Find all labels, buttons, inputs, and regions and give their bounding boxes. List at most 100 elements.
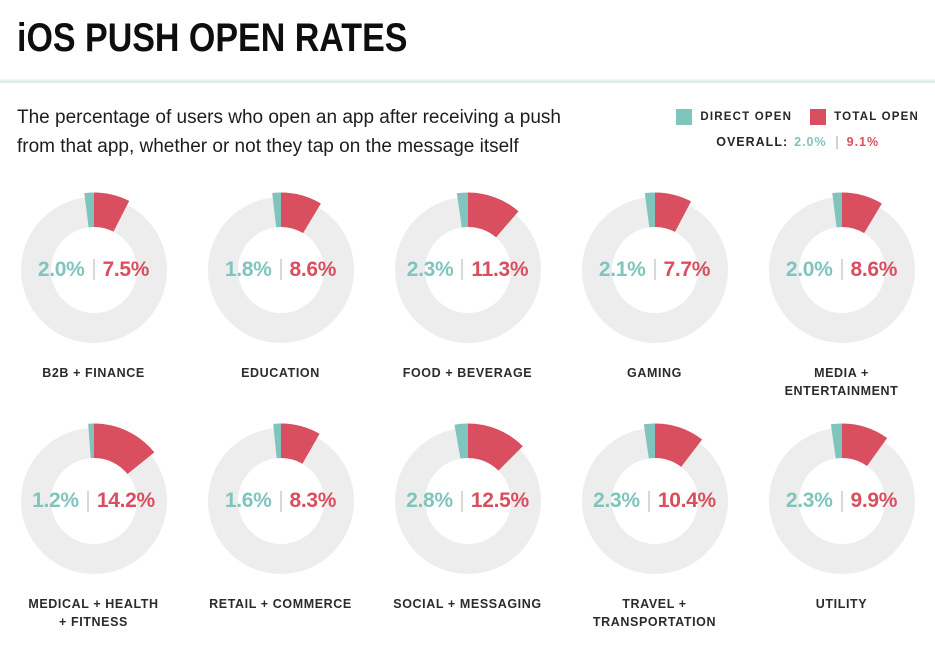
direct-open-arc bbox=[272, 423, 281, 459]
total-open-arc bbox=[467, 192, 519, 238]
donut-svg bbox=[581, 192, 728, 343]
donut-total-value: 7.5% bbox=[102, 257, 150, 281]
donut-chart-cell: 1.2% 14.2% MEDICAL + HEALTH + FITNESS bbox=[14, 421, 174, 631]
donut-values: 2.0% 8.6% bbox=[762, 190, 922, 350]
donut-svg bbox=[20, 423, 167, 575]
donut-value-separator bbox=[840, 490, 843, 512]
donut-chart-cell: 2.3% 9.9% UTILITY bbox=[762, 421, 922, 631]
donut-svg bbox=[768, 423, 915, 575]
total-open-arc bbox=[280, 192, 321, 234]
direct-open-arc bbox=[83, 192, 94, 228]
donut-values: 2.3% 11.3% bbox=[388, 190, 548, 350]
total-open-arc bbox=[93, 192, 129, 232]
donut-values: 2.8% 12.5% bbox=[388, 421, 548, 581]
direct-open-arc bbox=[831, 192, 842, 228]
total-open-arc bbox=[654, 192, 691, 232]
donut-total-value: 11.3% bbox=[471, 257, 529, 281]
total-open-arc bbox=[93, 423, 154, 475]
direct-open-swatch-icon bbox=[676, 109, 693, 125]
total-open-arc bbox=[841, 423, 887, 467]
donut-value-separator bbox=[279, 259, 282, 281]
divider bbox=[0, 79, 935, 83]
donut-chart-cell: 2.1% 7.7% GAMING bbox=[575, 190, 735, 400]
total-open-arc bbox=[280, 423, 320, 464]
donut-chart-cell: 2.3% 10.4% TRAVEL + TRANSPORTATION bbox=[575, 421, 735, 631]
legend-total-label: TOTAL OPEN bbox=[834, 111, 919, 123]
overall-summary: OVERALL: 2.0% 9.1% bbox=[676, 135, 919, 149]
donut-direct-value: 2.3% bbox=[785, 489, 833, 513]
overall-label: OVERALL: bbox=[716, 135, 789, 149]
overall-direct-value: 2.0% bbox=[794, 135, 827, 149]
donut-direct-value: 1.8% bbox=[224, 257, 272, 281]
donut-chart-cell: 1.8% 8.6% EDUCATION bbox=[201, 190, 361, 400]
donut-total-value: 14.2% bbox=[96, 489, 155, 513]
donut-direct-value: 2.0% bbox=[37, 257, 85, 281]
donut-values: 1.2% 14.2% bbox=[14, 421, 174, 581]
donut-values: 2.3% 10.4% bbox=[575, 421, 735, 581]
donut-value-separator bbox=[86, 490, 89, 512]
category-label: MEDICAL + HEALTH + FITNESS bbox=[28, 597, 159, 630]
donut-direct-value: 2.3% bbox=[406, 257, 454, 281]
donut-value-separator bbox=[92, 259, 95, 281]
donut-chart: 2.0% 7.5% bbox=[14, 190, 174, 350]
direct-open-arc bbox=[830, 423, 842, 459]
donut-direct-value: 1.2% bbox=[32, 489, 79, 513]
donut-values: 2.1% 7.7% bbox=[575, 190, 735, 350]
donut-chart: 2.0% 8.6% bbox=[762, 190, 922, 350]
donut-chart-cell: 2.0% 7.5% B2B + FINANCE bbox=[14, 190, 174, 400]
overall-value-separator bbox=[835, 135, 838, 149]
category-label: FOOD + BEVERAGE bbox=[402, 365, 533, 380]
donut-chart: 1.6% 8.3% bbox=[201, 421, 361, 581]
donut-values: 1.8% 8.6% bbox=[201, 190, 361, 350]
direct-open-arc bbox=[643, 423, 655, 459]
direct-open-arc bbox=[644, 192, 655, 228]
donut-svg bbox=[20, 192, 167, 343]
donut-total-value: 8.6% bbox=[850, 257, 898, 281]
donut-chart-cell: 2.8% 12.5% SOCIAL + MESSAGING bbox=[388, 421, 548, 631]
donut-chart-cell: 2.3% 11.3% FOOD + BEVERAGE bbox=[388, 190, 548, 400]
donut-total-value: 10.4% bbox=[657, 489, 716, 513]
donut-direct-value: 2.8% bbox=[406, 489, 453, 513]
total-open-swatch-icon bbox=[810, 109, 827, 125]
donut-values: 1.6% 8.3% bbox=[201, 421, 361, 581]
category-label: MEDIA + ENTERTAINMENT bbox=[784, 365, 899, 398]
donut-total-value: 7.7% bbox=[663, 257, 711, 281]
donut-chart: 1.2% 14.2% bbox=[14, 421, 174, 581]
donut-chart: 2.1% 7.7% bbox=[575, 190, 735, 350]
donut-direct-value: 2.0% bbox=[785, 257, 833, 281]
donut-svg bbox=[207, 192, 354, 343]
donut-total-value: 8.6% bbox=[289, 257, 337, 281]
donut-value-separator bbox=[460, 490, 463, 512]
category-label: B2B + FINANCE bbox=[42, 365, 145, 380]
overall-total-value: 9.1% bbox=[846, 135, 880, 149]
donut-chart: 2.8% 12.5% bbox=[388, 421, 548, 581]
donut-chart-cell: 1.6% 8.3% RETAIL + COMMERCE bbox=[201, 421, 361, 631]
donut-value-separator bbox=[279, 490, 282, 512]
donut-value-separator bbox=[653, 259, 656, 281]
donut-grid: 2.0% 7.5% B2B + FINANCE 1.8% 8.6% EDUCAT… bbox=[0, 190, 935, 632]
donut-direct-value: 1.6% bbox=[224, 489, 272, 513]
total-open-arc bbox=[467, 423, 523, 471]
direct-open-arc bbox=[453, 423, 468, 459]
donut-chart: 1.8% 8.6% bbox=[201, 190, 361, 350]
donut-total-value: 9.9% bbox=[850, 489, 898, 513]
category-label: GAMING bbox=[627, 365, 682, 380]
donut-chart-cell: 2.0% 8.6% MEDIA + ENTERTAINMENT bbox=[762, 190, 922, 400]
donut-svg bbox=[207, 423, 354, 575]
direct-open-arc bbox=[87, 423, 94, 459]
donut-chart: 2.3% 11.3% bbox=[388, 190, 548, 350]
donut-value-separator bbox=[840, 259, 843, 281]
legend-direct-label: DIRECT OPEN bbox=[700, 111, 793, 123]
direct-open-arc bbox=[456, 192, 468, 228]
category-label: TRAVEL + TRANSPORTATION bbox=[592, 597, 717, 630]
donut-direct-value: 2.3% bbox=[593, 489, 640, 513]
donut-values: 2.3% 9.9% bbox=[762, 421, 922, 581]
category-label: UTILITY bbox=[815, 597, 868, 612]
total-open-arc bbox=[841, 192, 882, 234]
total-open-arc bbox=[654, 423, 702, 467]
donut-value-separator bbox=[461, 259, 464, 281]
donut-svg bbox=[394, 423, 541, 575]
donut-value-separator bbox=[647, 490, 650, 512]
donut-chart: 2.3% 9.9% bbox=[762, 421, 922, 581]
donut-direct-value: 2.1% bbox=[598, 257, 646, 281]
